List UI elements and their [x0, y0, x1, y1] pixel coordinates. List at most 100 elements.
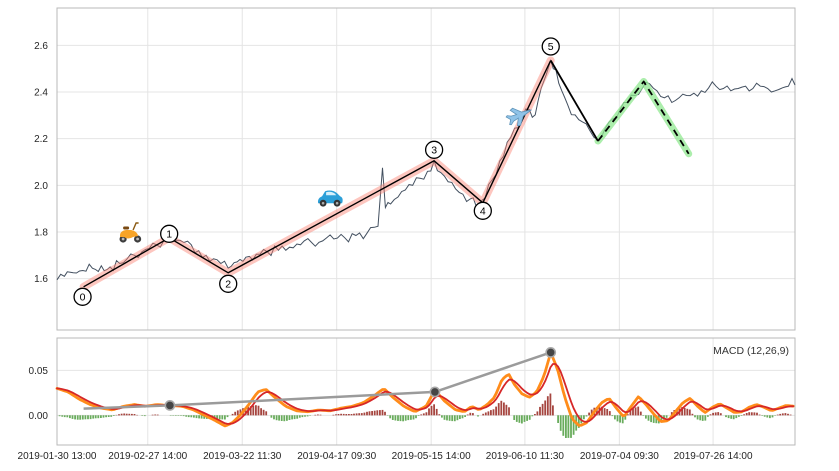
histogram-bar	[425, 412, 428, 416]
histogram-bar	[218, 415, 221, 420]
histogram-bar	[541, 403, 544, 416]
histogram-bar	[131, 413, 133, 416]
histogram-bar	[624, 415, 627, 420]
histogram-bar	[469, 412, 472, 416]
histogram-bar	[616, 415, 619, 422]
histogram-bar	[738, 415, 740, 417]
histogram-bar	[546, 396, 549, 416]
histogram-bar	[650, 415, 652, 423]
histogram-bar	[606, 409, 609, 416]
histogram-bar	[291, 415, 293, 420]
price-y-tick-label: 1.6	[34, 274, 48, 285]
histogram-bar	[389, 415, 392, 419]
histogram-bar	[428, 408, 430, 416]
histogram-bar	[567, 415, 570, 438]
histogram-bar	[366, 411, 368, 416]
histogram-bar	[433, 404, 435, 416]
histogram-bar	[407, 415, 410, 421]
histogram-bar	[745, 413, 748, 416]
histogram-bar	[304, 415, 306, 417]
histogram-bar	[379, 410, 381, 416]
histogram-bar	[435, 408, 438, 416]
histogram-bar	[288, 415, 291, 420]
histogram-bar	[221, 415, 224, 420]
histogram-bar	[763, 415, 766, 417]
histogram-bar	[603, 408, 606, 416]
wave-point-number: 1	[166, 228, 172, 240]
histogram-bar	[588, 412, 590, 416]
histogram-bar	[143, 415, 146, 417]
wave-point-circle	[219, 274, 238, 293]
histogram-bar	[503, 402, 505, 416]
histogram-bar	[79, 415, 82, 420]
histogram-bar	[748, 412, 751, 416]
histogram-bar	[789, 414, 792, 416]
histogram-bar	[260, 408, 262, 416]
histogram-bar	[125, 413, 128, 416]
histogram-bar	[278, 415, 280, 421]
histogram-bar	[683, 407, 686, 416]
divergence-line	[83, 351, 552, 410]
car-icon	[317, 190, 343, 207]
x-tick-label: 2019-03-22 11:30	[203, 451, 282, 462]
x-tick-label: 2019-04-17 09:30	[297, 451, 376, 462]
histogram-bar	[239, 409, 242, 416]
wave-point-number: 5	[548, 41, 554, 53]
histogram-bar	[394, 415, 397, 421]
scooter-icon	[119, 222, 142, 243]
histogram-bar	[714, 412, 717, 416]
histogram-bar	[585, 415, 588, 417]
histogram-bar	[187, 415, 190, 418]
macd-y-tick-label: 0.05	[29, 366, 49, 377]
histogram-bar	[688, 409, 691, 416]
histogram-bar	[531, 415, 534, 417]
histogram-bar	[779, 413, 782, 416]
histogram-bar	[332, 414, 335, 416]
histogram-bar	[110, 415, 113, 417]
histogram-bar	[611, 415, 614, 417]
impulse-wave-glow	[79, 56, 555, 291]
histogram-bar	[200, 415, 203, 419]
histogram-bar	[74, 415, 76, 420]
histogram-bar	[725, 415, 727, 418]
histogram-bar	[81, 415, 84, 420]
histogram-bar	[707, 415, 709, 417]
histogram-bar	[482, 413, 485, 416]
price-y-tick-label: 2.4	[34, 88, 48, 99]
histogram-bar	[761, 415, 764, 416]
histogram-bar	[275, 415, 278, 421]
histogram-bar	[335, 414, 337, 416]
histogram-bar	[118, 414, 120, 416]
histogram-bar	[570, 415, 572, 438]
histogram-bar	[539, 406, 541, 416]
panel-border	[56, 337, 796, 446]
histogram-bar	[97, 415, 100, 419]
histogram-bar	[464, 415, 466, 417]
histogram-bar	[177, 415, 180, 416]
histogram-bar	[128, 413, 131, 416]
histogram-bar	[262, 409, 265, 416]
projection-line-solid	[549, 60, 599, 142]
histogram-bar	[355, 413, 358, 416]
histogram-bar	[107, 415, 110, 417]
divergence-marker	[164, 399, 176, 411]
histogram-bar	[577, 415, 580, 428]
histogram-bar	[526, 415, 528, 421]
histogram-bar	[410, 415, 412, 420]
histogram-bar	[750, 412, 753, 416]
histogram-bar	[500, 400, 503, 416]
histogram-bar	[472, 413, 474, 416]
histogram-bar	[572, 415, 575, 435]
histogram-bar	[84, 415, 87, 420]
macd-panel	[55, 346, 795, 438]
macd-indicator-label: MACD (12,26,9)	[713, 345, 789, 357]
histogram-bar	[348, 414, 350, 416]
histogram-bar	[226, 415, 229, 418]
histogram-bar	[451, 415, 454, 422]
x-tick-label: 2019-05-15 14:00	[392, 451, 471, 462]
histogram-bar	[273, 415, 275, 420]
histogram-bar	[353, 413, 355, 416]
histogram-bar	[66, 415, 69, 418]
histogram-bar	[660, 415, 663, 423]
